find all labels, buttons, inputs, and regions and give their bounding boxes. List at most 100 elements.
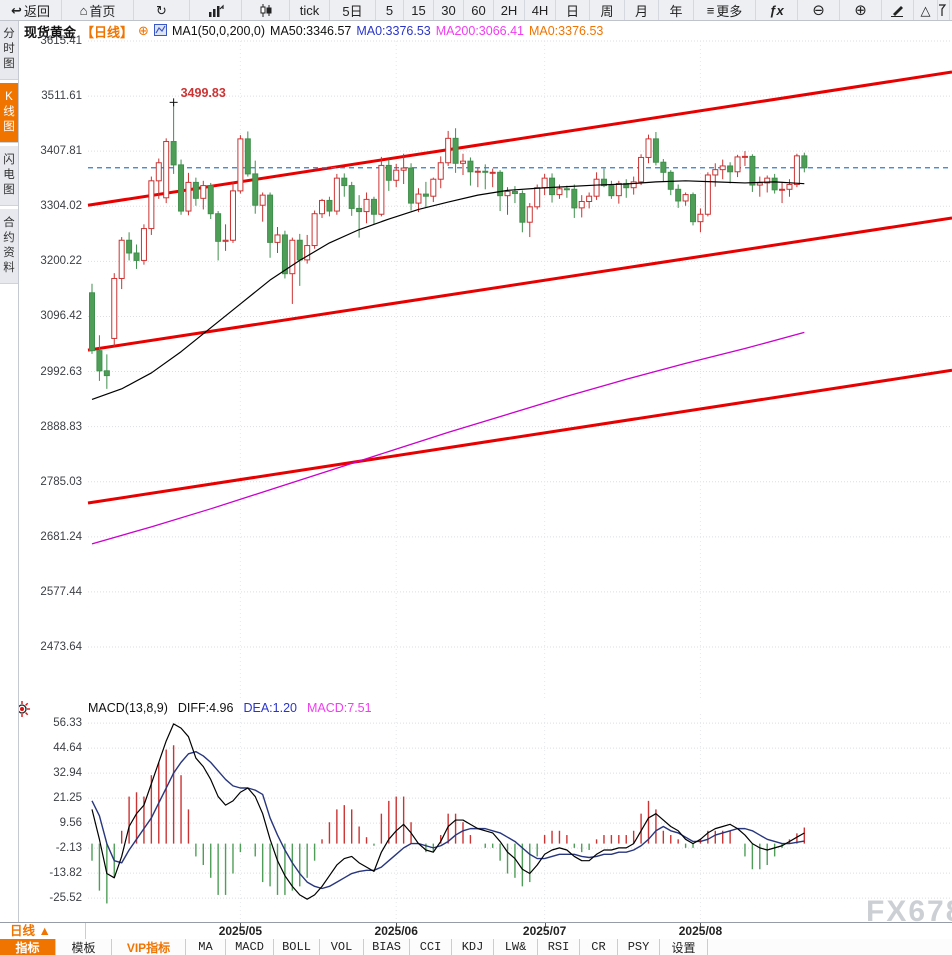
toolbar-label: 15 — [411, 2, 426, 18]
macd-title: MACD(13,8,9) — [88, 701, 168, 715]
flag-icon — [938, 3, 950, 17]
left-sidebar: 分 时 图 K 线 图闪 电 图合 约 资 料 — [0, 20, 19, 922]
candlestick-icon — [259, 3, 273, 17]
toolbar-home[interactable]: ⌂ 首页 — [62, 0, 134, 20]
indicator-button-PSY[interactable]: PSY — [618, 939, 660, 955]
toolbar-5日[interactable]: 5日 — [330, 0, 376, 20]
x-axis-tick — [396, 923, 398, 927]
toolbar-fx[interactable]: ƒx — [756, 0, 798, 20]
menu-icon: ≡ — [706, 2, 715, 18]
toolbar-4H[interactable]: 4H — [525, 0, 556, 20]
sidebar-tab-闪电图[interactable]: 闪 电 图 — [0, 146, 18, 206]
toolbar-back-arrow[interactable]: ↩ 返回 — [0, 0, 62, 20]
macd-macd-value: MACD:7.51 — [306, 701, 372, 715]
toolbar-zoom-out[interactable]: ⊖ — [798, 0, 840, 20]
toolbar-label: 年 — [669, 3, 683, 19]
indicator-button-MA[interactable]: MA — [186, 939, 226, 955]
price-axis-label: 2681.24 — [40, 530, 82, 543]
indicator-button-MACD[interactable]: MACD — [226, 939, 274, 955]
toolbar-15[interactable]: 15 — [404, 0, 434, 20]
triangle-icon: △ — [920, 2, 931, 18]
toolbar-label: 5 — [385, 2, 394, 18]
period-selector-button[interactable]: 日线 ▲ — [0, 923, 86, 940]
period-tag: 【日线】 — [81, 24, 134, 40]
sidebar-tab-合约资料[interactable]: 合 约 资 料 — [0, 209, 18, 284]
ma0-value-blue: MA0:3376.53 — [356, 24, 431, 38]
toolbar-bar-chart[interactable] — [190, 0, 242, 20]
toolbar-label: 首页 — [89, 3, 116, 19]
ma0-value-orange: MA0:3376.53 — [528, 24, 604, 38]
indicator-button-指标[interactable]: 指标 — [0, 939, 56, 955]
price-axis-label: 2473.64 — [40, 641, 82, 653]
macd-axis-label: 44.64 — [53, 742, 82, 755]
macd-axis-label: 9.56 — [59, 817, 82, 830]
refresh-icon: ↻ — [156, 2, 167, 18]
indicator-button-CR[interactable]: CR — [580, 939, 618, 955]
x-axis-tick — [240, 923, 242, 927]
price-axis-label: 2992.63 — [40, 365, 82, 378]
back-arrow-icon: ↩ — [11, 2, 22, 18]
home-icon: ⌂ — [79, 2, 88, 18]
macd-diff-value: DIFF:4.96 — [177, 701, 234, 715]
toolbar-label: 5日 — [342, 3, 363, 19]
toolbar-candlestick[interactable] — [242, 0, 290, 20]
toolbar-label: 日 — [565, 3, 579, 19]
indicator-button-模板[interactable]: 模板 — [56, 939, 112, 955]
toolbar-zoom-in[interactable]: ⊕ — [840, 0, 882, 20]
indicator-button-设置[interactable]: 设置 — [660, 939, 708, 955]
toolbar-label: 返回 — [23, 3, 50, 19]
toolbar-pencil[interactable] — [882, 0, 914, 20]
x-axis-month-label: 2025/06 — [374, 924, 418, 938]
chart-canvas[interactable] — [0, 0, 952, 922]
toolbar-30[interactable]: 30 — [434, 0, 464, 20]
toolbar-周[interactable]: 周 — [590, 0, 625, 20]
price-axis-label: 3200.22 — [40, 255, 82, 268]
price-axis-label: 3096.42 — [40, 310, 82, 323]
x-axis-month-label: 2025/07 — [522, 924, 567, 938]
toolbar-label: 月 — [634, 3, 648, 19]
x-axis-month-label: 2025/05 — [218, 924, 263, 938]
toolbar-menu[interactable]: ≡ 更多 — [694, 0, 756, 20]
price-axis-label: 3511.61 — [41, 90, 82, 103]
toolbar-flag[interactable] — [938, 0, 950, 20]
toolbar-tick[interactable]: tick — [290, 0, 330, 20]
line-chart-icon — [153, 23, 167, 39]
toolbar-5[interactable]: 5 — [376, 0, 404, 20]
price-axis-label: 3304.02 — [40, 200, 82, 213]
indicator-button-LW&[interactable]: LW& — [494, 939, 538, 955]
toolbar-月[interactable]: 月 — [625, 0, 659, 20]
add-indicator-icon[interactable]: ⊕ — [138, 23, 149, 38]
indicator-button-BOLL[interactable]: BOLL — [274, 939, 320, 955]
indicator-button-RSI[interactable]: RSI — [538, 939, 580, 955]
sidebar-tab-K线图[interactable]: K 线 图 — [0, 83, 18, 143]
bar-chart-icon — [208, 4, 224, 17]
indicator-button-KDJ[interactable]: KDJ — [452, 939, 494, 955]
toolbar-refresh[interactable]: ↻ — [134, 0, 190, 20]
macd-axis-label: -2.13 — [55, 842, 82, 855]
indicator-button-VOL[interactable]: VOL — [320, 939, 364, 955]
toolbar-60[interactable]: 60 — [464, 0, 494, 20]
macd-axis-label: -25.52 — [49, 892, 82, 905]
zoom-in-icon: ⊕ — [854, 1, 867, 19]
toolbar-triangle[interactable]: △ — [914, 0, 938, 20]
sidebar-tab-分时图[interactable]: 分 时 图 — [0, 20, 18, 80]
toolbar-label: 2H — [500, 2, 518, 18]
indicator-toolbar: 指标 模板 VIP指标 MA MACD BOLL VOL BIAS CCI KDJ LW& RSI CR… — [0, 939, 952, 955]
chart-header: 现货黄金 【日线】 ⊕ MA1(50,0,200,0) MA50:3346.57 … — [24, 23, 604, 40]
toolbar-日[interactable]: 日 — [556, 0, 590, 20]
x-axis-tick — [544, 923, 546, 927]
macd-dea-value: DEA:1.20 — [243, 701, 297, 715]
toolbar-label: 周 — [600, 3, 614, 19]
price-axis-label: 2577.44 — [40, 585, 82, 598]
indicator-button-CCI[interactable]: CCI — [410, 939, 452, 955]
toolbar-label: 更多 — [716, 3, 743, 19]
indicator-button-BIAS[interactable]: BIAS — [364, 939, 410, 955]
price-axis-label: 2785.03 — [40, 475, 82, 488]
ma-params: MA1(50,0,200,0) — [171, 24, 266, 38]
indicator-button-VIP指标[interactable]: VIP指标 — [112, 939, 186, 955]
toolbar-年[interactable]: 年 — [659, 0, 694, 20]
toolbar-2H[interactable]: 2H — [494, 0, 525, 20]
fx-icon: ƒx — [769, 2, 784, 18]
macd-axis-label: 21.25 — [53, 792, 82, 805]
